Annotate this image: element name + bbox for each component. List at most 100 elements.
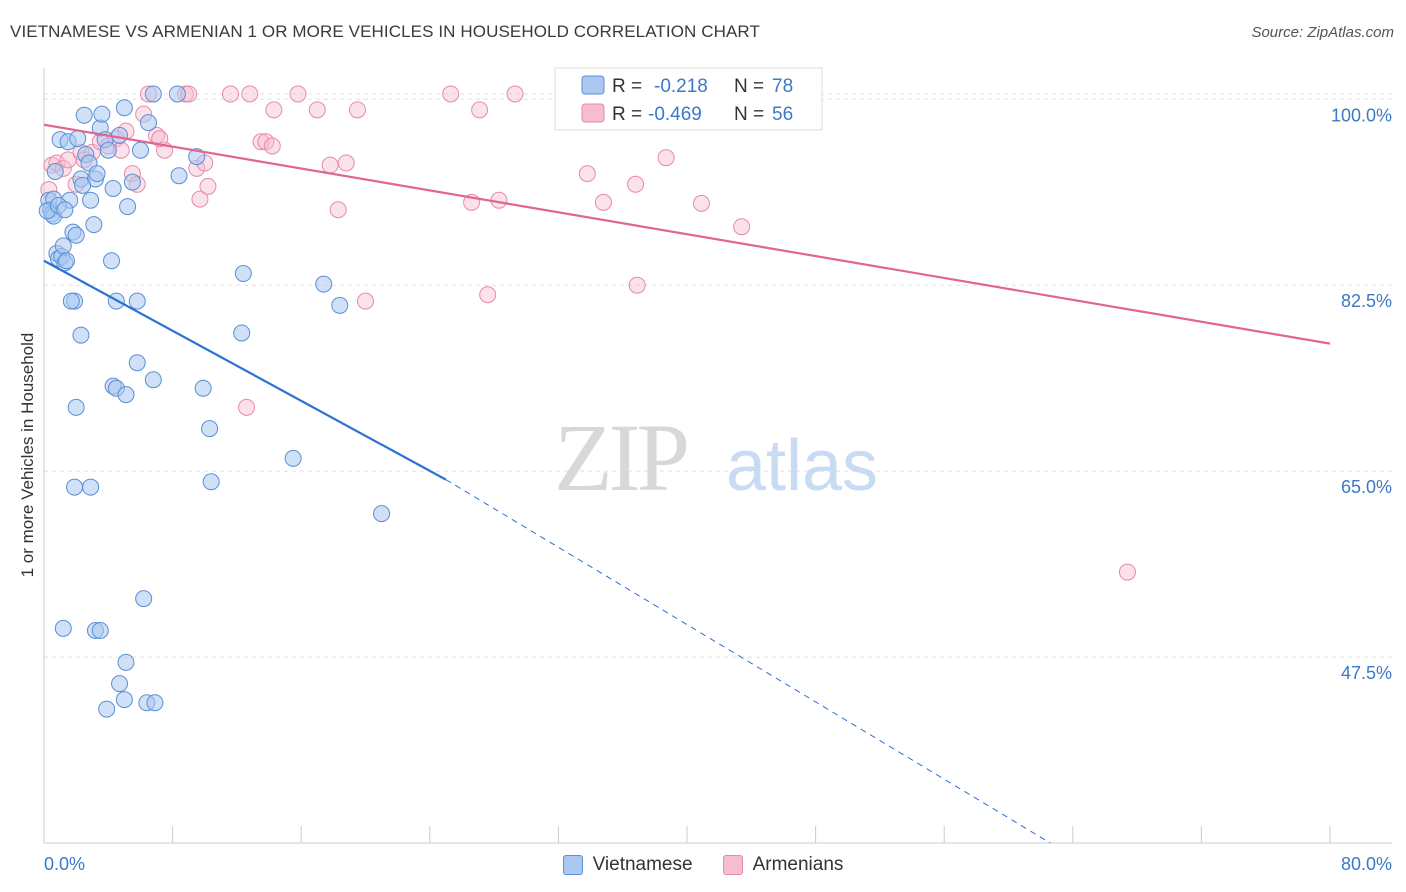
vietnamese-point (99, 141, 117, 159)
vietnamese-point (115, 99, 133, 117)
armenians-point (348, 101, 366, 119)
vietnamese-point (103, 252, 121, 270)
armenians-point (289, 85, 307, 103)
vietnamese-point (373, 505, 391, 523)
armenians-point (321, 156, 339, 174)
vietnamese-point (75, 106, 93, 124)
armenians-point (657, 149, 675, 167)
y-tick-label: 100.0% (1331, 105, 1392, 125)
armenians-point (628, 276, 646, 294)
legend-item-armenians[interactable]: Armenians (722, 854, 844, 876)
vietnamese-point (82, 478, 100, 496)
vietnamese-point (144, 85, 162, 103)
armenians-point (199, 177, 217, 195)
legend-n-value-2: 56 (772, 104, 793, 125)
vietnamese-point (119, 198, 137, 216)
vietnamese-point (234, 265, 252, 282)
vietnamese-point (144, 371, 162, 389)
watermark-atlas: atlas (726, 426, 878, 506)
chart-title: VIETNAMESE VS ARMENIAN 1 OR MORE VEHICLE… (10, 22, 760, 41)
vietnamese-point (74, 176, 92, 194)
y-tick-label: 82.5% (1341, 291, 1392, 311)
armenians-point (265, 101, 283, 119)
armenians-point (627, 175, 645, 193)
legend-r-value-2: -0.469 (648, 104, 702, 125)
tick-labels: 47.5% 65.0% 82.5% 100.0% 0.0% 80.0% (44, 105, 1392, 874)
armenians-point (479, 286, 497, 304)
vietnamese-point (315, 275, 333, 293)
vietnamese-point (104, 180, 122, 197)
armenians-point (733, 218, 751, 236)
armenians-point (1118, 563, 1136, 581)
vietnamese-point (98, 700, 116, 718)
vietnamese-point (88, 165, 106, 183)
source-label: Source: ZipAtlas.com (1251, 24, 1394, 41)
vietnamese-point (66, 478, 84, 496)
vietnamese-point (82, 191, 100, 209)
legend-n-label-2: N = (734, 104, 764, 125)
vietnamese-trend-extension (445, 479, 1051, 844)
vietnamese-point (111, 675, 129, 693)
vietnamese-point (135, 590, 153, 608)
armenians-point (238, 398, 256, 416)
armenians-point (357, 292, 374, 310)
vietnamese-point (54, 619, 72, 637)
vietnamese-point (56, 201, 74, 219)
vietnamese-point (62, 292, 80, 310)
legend-box: R = -0.218 N = 78 R = -0.469 N = 56 (554, 67, 823, 131)
vietnamese-point (91, 622, 109, 639)
vietnamese-point (139, 114, 157, 132)
armenians-point (252, 133, 270, 151)
armenians-point (594, 193, 612, 211)
armenians-trend-line (43, 123, 1331, 345)
legend-item-vietnamese[interactable]: Vietnamese (562, 854, 693, 876)
legend-r-label-1: R = (612, 76, 642, 97)
legend-n-label-1: N = (734, 76, 764, 97)
armenians-point (308, 101, 326, 119)
vietnamese-point (131, 141, 149, 159)
legend-bottom: Vietnamese Armenians (0, 852, 1406, 878)
armenians-point (471, 101, 489, 119)
watermark: ZIP atlas (554, 404, 878, 511)
legend-swatch-vietnamese-bottom (562, 855, 583, 875)
vietnamese-point (194, 379, 212, 397)
y-tick-label: 65.0% (1341, 477, 1392, 497)
y-tick-label: 47.5% (1341, 663, 1392, 683)
trend-lines (43, 123, 1331, 844)
vietnamese-point (117, 653, 135, 671)
vietnamese-point (188, 148, 206, 166)
legend-n-value-1: 78 (772, 76, 793, 97)
watermark-zip: ZIP (554, 404, 687, 511)
vietnamese-point (331, 296, 349, 314)
vietnamese-point (46, 163, 64, 180)
vietnamese-point (54, 237, 72, 255)
vietnamese-point (128, 292, 146, 310)
vietnamese-point (69, 130, 87, 148)
vietnamese-point (85, 216, 103, 234)
vietnamese-point (128, 354, 146, 372)
vietnamese-point (93, 105, 111, 123)
legend-label-vietnamese: Vietnamese (592, 854, 693, 875)
vietnamese-point (170, 167, 188, 185)
vietnamese-point (115, 691, 133, 709)
armenians-point (337, 154, 355, 172)
armenians-point (692, 194, 710, 212)
x-tick-label-max: 80.0% (1341, 854, 1392, 874)
vietnamese-point (284, 449, 302, 467)
vietnamese-point (117, 386, 135, 404)
armenians-point (191, 190, 209, 208)
legend-label-armenians: Armenians (752, 854, 844, 875)
legend-r-value-1: -0.218 (654, 76, 708, 97)
legend-swatch-vietnamese (581, 75, 605, 95)
armenians-point (241, 85, 259, 103)
vietnamese-point (233, 324, 251, 342)
vietnamese-point (168, 85, 186, 103)
axes (43, 68, 1392, 844)
vietnamese-point (67, 398, 85, 416)
vietnamese-point (202, 473, 220, 491)
vietnamese-point (146, 694, 164, 712)
vietnamese-point (58, 252, 76, 270)
armenians-point (221, 85, 239, 103)
vietnamese-point (123, 173, 141, 191)
armenians-point (263, 137, 281, 155)
